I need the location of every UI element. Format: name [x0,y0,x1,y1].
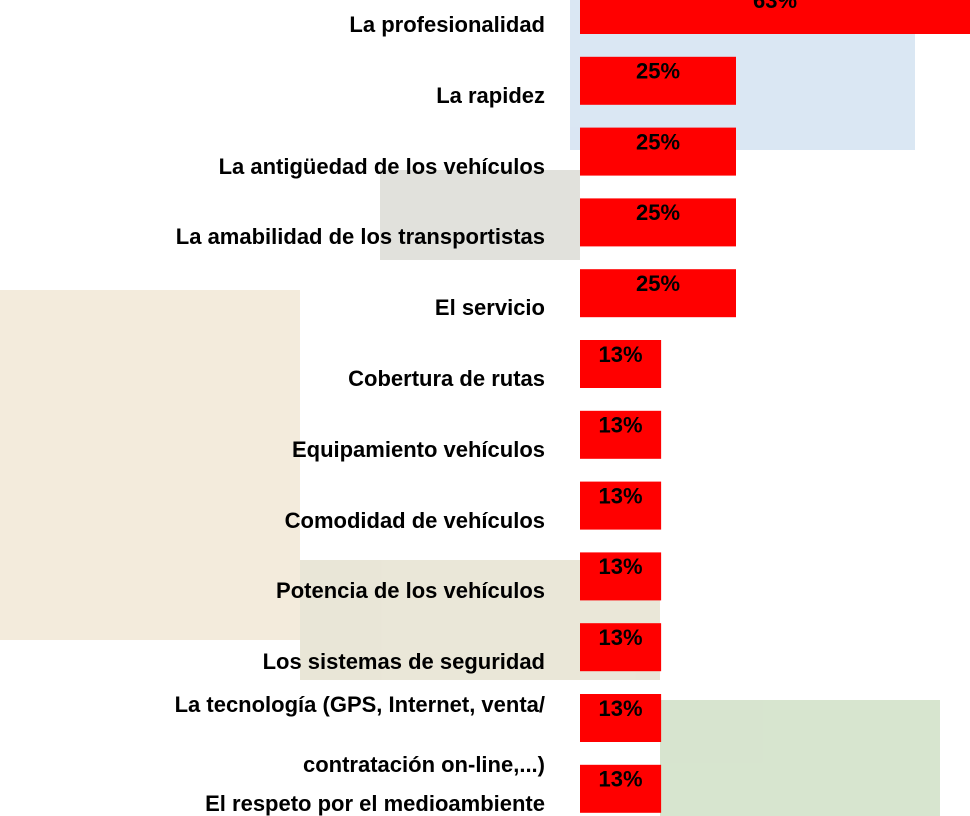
category-label: El respeto por el medioambiente [0,774,545,816]
category-label: La rapidez [0,66,545,126]
value-label: 25% [636,271,680,296]
category-label: El servicio [0,278,545,338]
value-label: 25% [636,59,680,84]
category-label: Comodidad de vehículos [0,491,545,551]
value-label: 13% [599,342,643,367]
page: 63% 25% 25% 25% 25% 13% 13% 13% 13% 13% 13% 13% La … [0,0,970,816]
category-label: Equipamiento vehículos [0,420,545,480]
value-label: 13% [599,413,643,438]
value-label: 25% [636,200,680,225]
value-label: 13% [599,767,643,792]
category-label: Cobertura de rutas [0,349,545,409]
value-label: 13% [599,554,643,579]
category-label: La amabilidad de los transportistas [0,207,545,267]
category-label: La antigüedad de los vehículos [0,137,545,197]
value-label: 13% [599,625,643,650]
value-label: 13% [599,696,643,721]
value-label: 13% [599,483,643,508]
value-label: 25% [636,129,680,154]
value-label: 63% [753,0,797,13]
category-label: Potencia de los vehículos [0,561,545,621]
category-label: La profesionalidad [0,0,545,55]
